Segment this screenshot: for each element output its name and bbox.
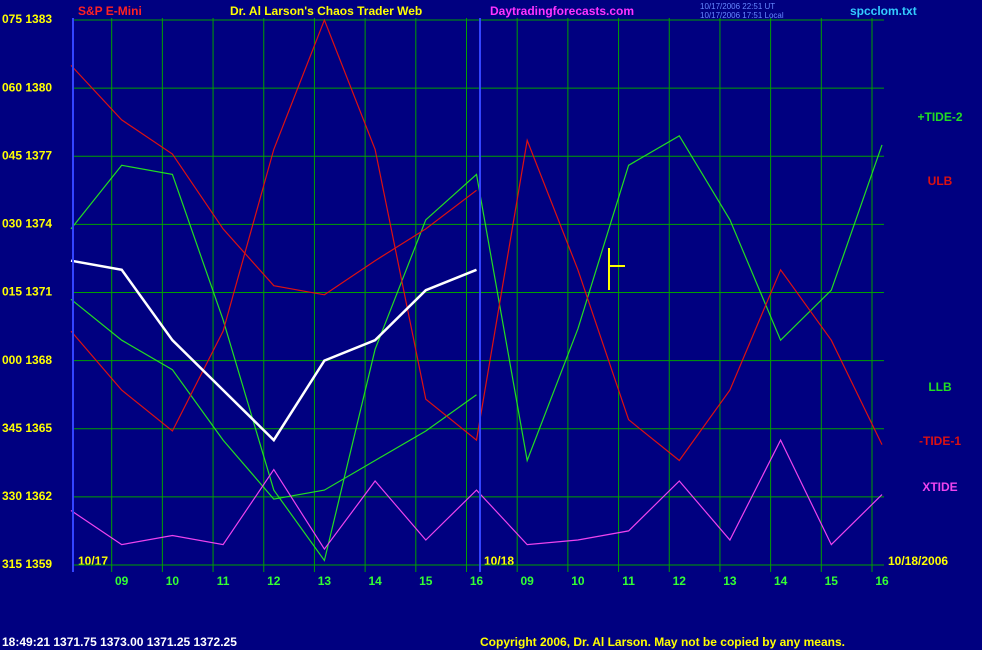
y-tick-label: 000 1368 bbox=[2, 353, 52, 367]
file-name: spcclom.txt bbox=[850, 4, 917, 18]
series-label: LLB bbox=[928, 380, 952, 394]
series-label: -TIDE-1 bbox=[919, 434, 961, 448]
y-tick-label: 030 1374 bbox=[2, 217, 52, 231]
series-line bbox=[70, 259, 477, 443]
y-tick-label: 315 1359 bbox=[2, 557, 52, 571]
status: 18:49:21 1371.75 1373.00 1371.25 1372.25 bbox=[2, 635, 237, 649]
y-tick-label: 345 1365 bbox=[2, 421, 52, 435]
x-tick-label: 16 bbox=[470, 574, 484, 588]
y-tick-label: 060 1380 bbox=[2, 80, 52, 94]
x-tick-label: 12 bbox=[673, 574, 687, 588]
x-tick-label: 09 bbox=[521, 574, 535, 588]
day-label: 10/18 bbox=[484, 554, 514, 568]
x-tick-label: 13 bbox=[723, 574, 737, 588]
timestamp-local: 10/17/2006 17:51 Local bbox=[700, 11, 784, 20]
y-tick-label: 045 1377 bbox=[2, 148, 52, 162]
series-line bbox=[70, 438, 883, 551]
x-tick-label: 12 bbox=[267, 574, 281, 588]
y-tick-label: 015 1371 bbox=[2, 285, 52, 299]
x-tick-label: 15 bbox=[825, 574, 839, 588]
copyright: Copyright 2006, Dr. Al Larson. May not b… bbox=[480, 635, 845, 649]
x-tick-label: 10 bbox=[571, 574, 585, 588]
x-tick-label: 14 bbox=[774, 574, 788, 588]
instrument: S&P E-Mini bbox=[78, 4, 142, 18]
series-line bbox=[70, 134, 883, 562]
x-tick-label: 13 bbox=[318, 574, 332, 588]
series-line bbox=[70, 64, 477, 296]
series-label: XTIDE bbox=[922, 480, 957, 494]
series-line bbox=[70, 18, 883, 462]
plot: 075 1383 060 1380 045 1377 030 1374 015 1371… bbox=[2, 12, 963, 588]
chart-title: Dr. Al Larson's Chaos Trader Web bbox=[230, 4, 422, 18]
x-tick-label: 11 bbox=[217, 574, 230, 588]
y-tick-label: 330 1362 bbox=[2, 489, 52, 503]
x-tick-label: 10 bbox=[166, 574, 180, 588]
series-line bbox=[70, 298, 477, 500]
y-tick-label: 075 1383 bbox=[2, 12, 52, 26]
x-tick-label: 15 bbox=[419, 574, 433, 588]
x-tick-label: 09 bbox=[115, 574, 129, 588]
series-label: ULB bbox=[928, 174, 953, 188]
site: Daytradingforecasts.com bbox=[490, 4, 634, 18]
x-tick-label: 11 bbox=[622, 574, 635, 588]
series-label: +TIDE-2 bbox=[917, 110, 962, 124]
day-label: 10/18/2006 bbox=[888, 554, 948, 568]
timestamp-ut: 10/17/2006 22:51 UT bbox=[700, 2, 775, 11]
x-tick-label: 16 bbox=[875, 574, 889, 588]
day-label: 10/17 bbox=[78, 554, 108, 568]
x-tick-label: 14 bbox=[368, 574, 382, 588]
